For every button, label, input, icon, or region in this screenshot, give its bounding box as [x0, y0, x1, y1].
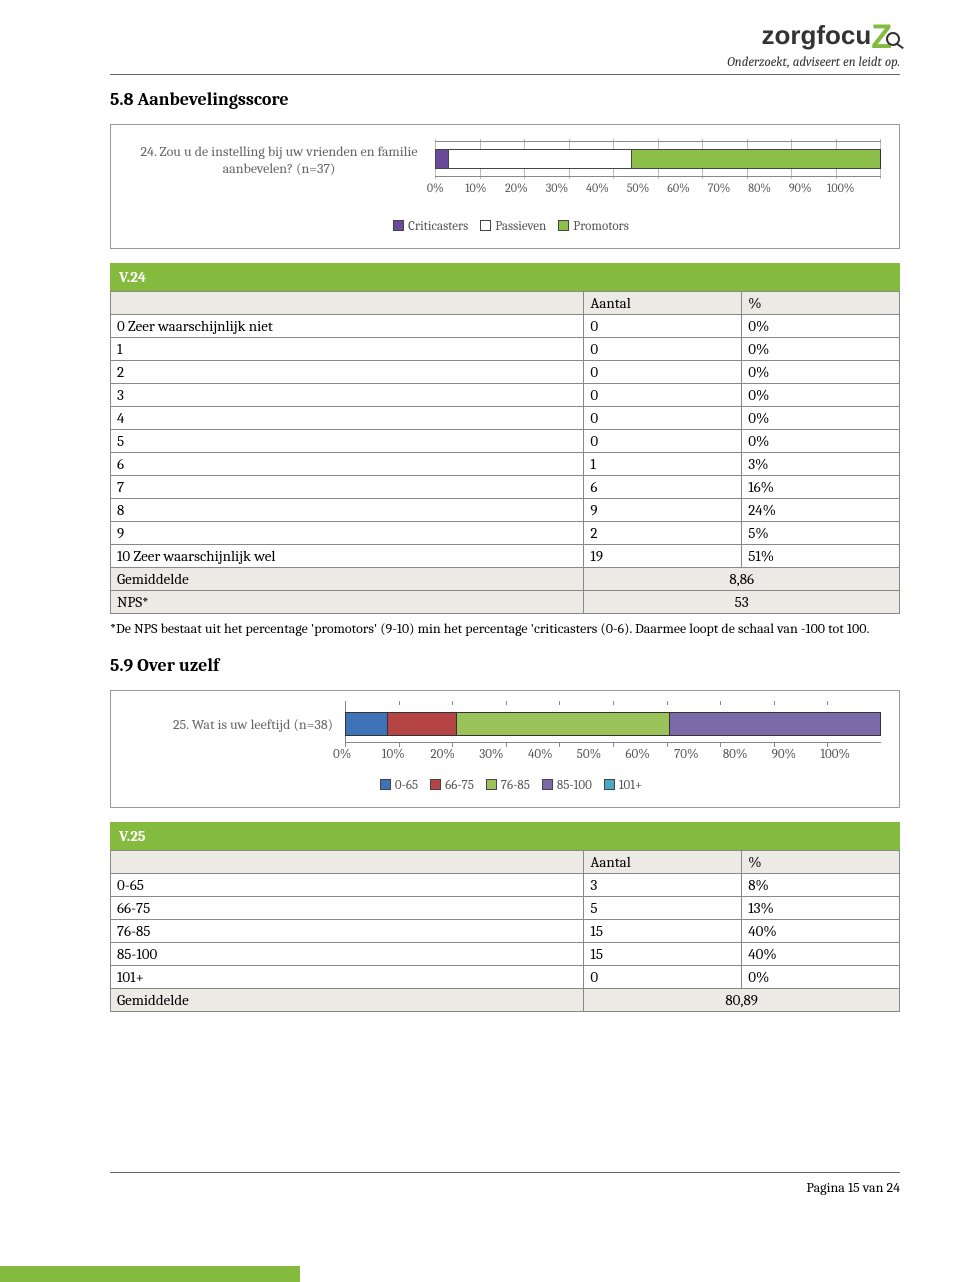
table1-title: V.24 — [110, 263, 900, 291]
table-row: 7616% — [111, 476, 900, 499]
table-row: 925% — [111, 522, 900, 545]
chart2-seg-85-100 — [669, 712, 881, 736]
chart1-legend: CriticastersPassievenPromotors — [129, 219, 881, 234]
swatch-icon — [380, 779, 391, 790]
section-heading-2: 5.9 Over uzelf — [110, 655, 900, 676]
table-row: 613% — [111, 453, 900, 476]
footer-rule — [110, 1172, 900, 1173]
chart2-legend: 0-6566-7576-8585-100101+ — [129, 778, 881, 793]
logo: zorgfocuZ — [110, 20, 900, 51]
table1-col2: Aantal — [584, 292, 742, 315]
swatch-icon — [486, 779, 497, 790]
chart-1-box: 24. Zou u de instelling bij uw vrienden … — [110, 124, 900, 249]
swatch-icon — [393, 220, 404, 231]
table2-col3: % — [742, 851, 900, 874]
table-row: 10 Zeer waarschijnlijk wel1951% — [111, 545, 900, 568]
chart-2-box: 25. Wat is uw leeftijd (n=38) 0%10%20%30… — [110, 690, 900, 808]
swatch-icon — [430, 779, 441, 790]
chart2-seg-66-75 — [387, 712, 456, 736]
chart2-seg-0-65 — [345, 712, 387, 736]
chart1-question: 24. Zou u de instelling bij uw vrienden … — [129, 139, 429, 177]
table-row: 85-1001540% — [111, 943, 900, 966]
footer-green-bar — [0, 1266, 300, 1282]
magnify-icon — [886, 32, 900, 46]
chart2-seg-76-85 — [456, 712, 668, 736]
table-row: 200% — [111, 361, 900, 384]
nps-footnote: *De NPS bestaat uit het percentage 'prom… — [110, 620, 900, 637]
tagline: Onderzoekt, adviseert en leidt op. — [110, 55, 900, 75]
chart2-plot — [345, 705, 881, 743]
table-row: 101+00% — [111, 966, 900, 989]
swatch-icon — [542, 779, 553, 790]
table2-col2: Aantal — [584, 851, 742, 874]
table-summary-row: Gemiddelde8,86 — [111, 568, 900, 591]
table-row: 500% — [111, 430, 900, 453]
table-v24: Aantal % 0 Zeer waarschijnlijk niet00%10… — [110, 291, 900, 614]
table-row: 400% — [111, 407, 900, 430]
chart1-seg-promotors — [631, 149, 881, 169]
table-row: 0 Zeer waarschijnlijk niet00% — [111, 315, 900, 338]
table-row: 8924% — [111, 499, 900, 522]
table-v25: Aantal % 0-6538%66-75513%76-851540%85-10… — [110, 850, 900, 1012]
table2-title: V.25 — [110, 822, 900, 850]
chart1-seg-passieven — [448, 149, 631, 169]
swatch-icon — [604, 779, 615, 790]
table-row: 0-6538% — [111, 874, 900, 897]
page-number: Pagina 15 van 24 — [110, 1179, 900, 1196]
table-row: 100% — [111, 338, 900, 361]
table-row: 300% — [111, 384, 900, 407]
table1-col3: % — [742, 292, 900, 315]
table-summary-row: NPS*53 — [111, 591, 900, 614]
chart1-plot — [435, 139, 881, 179]
table-summary-row: Gemiddelde80,89 — [111, 989, 900, 1012]
chart1-seg-criticasters — [435, 149, 448, 169]
chart2-question: 25. Wat is uw leeftijd (n=38) — [129, 716, 339, 733]
swatch-icon — [558, 220, 569, 231]
table-row: 76-851540% — [111, 920, 900, 943]
table-row: 66-75513% — [111, 897, 900, 920]
swatch-icon — [480, 220, 491, 231]
section-heading-1: 5.8 Aanbevelingsscore — [110, 89, 900, 110]
logo-text: zorgfocu — [761, 20, 871, 50]
